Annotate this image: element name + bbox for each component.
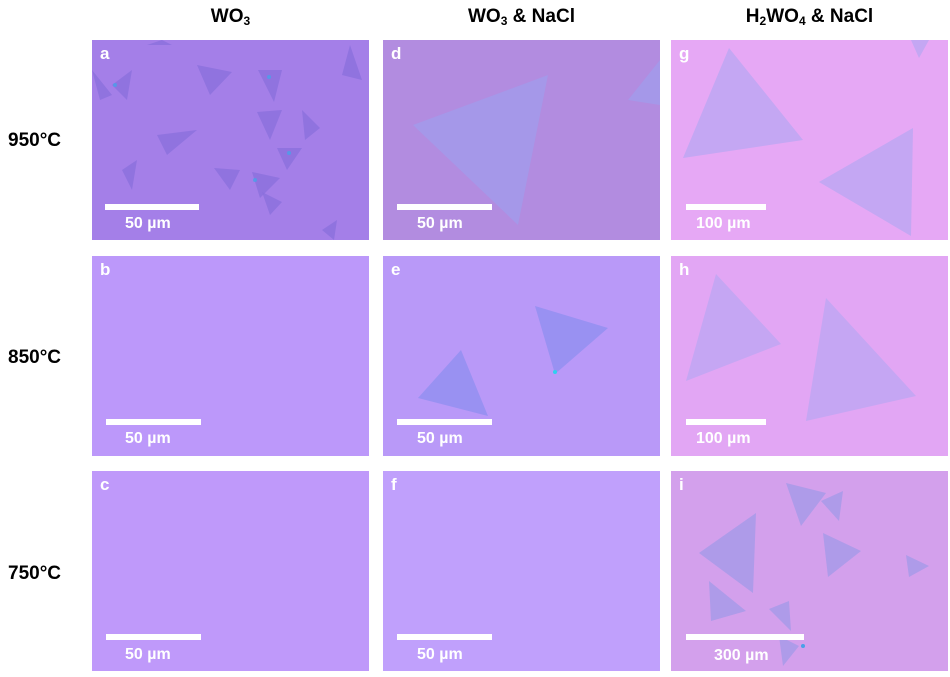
scale-bar-f: [397, 634, 492, 640]
scale-bar-e: [397, 419, 492, 425]
micrograph-image-b: [92, 256, 369, 456]
micrograph-image-a: [92, 40, 369, 240]
micrograph-image-e: [383, 256, 660, 456]
row-label-850: 850°C: [8, 347, 62, 368]
col2-subscript: 3: [500, 14, 508, 28]
scale-bar-h: [686, 419, 766, 425]
scale-bar-b: [106, 419, 201, 425]
scale-label-e: 50 µm: [417, 430, 463, 447]
scale-bar-c: [106, 634, 201, 640]
col3-mid: WO: [766, 6, 799, 27]
col2-rest: & NaCl: [507, 6, 575, 27]
col3-prefix: H: [745, 6, 760, 27]
panel-letter-h: h: [679, 260, 690, 279]
panel-letter-c: c: [100, 475, 110, 494]
scale-label-c: 50 µm: [125, 646, 171, 663]
scale-bar-a: [105, 204, 199, 210]
micrograph-image-i: [671, 471, 948, 671]
micrograph-image-f: [383, 471, 660, 671]
micrograph-panel-e: e 50 µm: [383, 256, 660, 456]
col2-formula: WO: [468, 6, 501, 27]
scale-label-a: 50 µm: [125, 215, 171, 232]
panel-letter-b: b: [100, 260, 111, 279]
col1-formula: WO: [210, 6, 244, 27]
micrograph-panel-i: i 300 µm: [671, 471, 948, 671]
micrograph-panel-g: g 100 µm: [671, 40, 948, 240]
scale-bar-g: [686, 204, 766, 210]
column-header-wo3-nacl: WO3 & NaCl: [383, 4, 660, 30]
panel-letter-f: f: [391, 475, 397, 494]
panel-letter-d: d: [391, 44, 402, 63]
row-label-750: 750°C: [8, 563, 62, 584]
panel-letter-g: g: [679, 44, 690, 63]
col3-rest: & NaCl: [805, 6, 874, 27]
panel-letter-i: i: [679, 475, 684, 494]
scale-label-f: 50 µm: [417, 646, 463, 663]
scale-label-b: 50 µm: [125, 430, 171, 447]
micrograph-image-c: [92, 471, 369, 671]
scale-label-g: 100 µm: [696, 215, 751, 232]
scale-bar-d: [397, 204, 492, 210]
micrograph-image-g: [671, 40, 948, 240]
col3-subscript-1: 2: [759, 14, 767, 28]
scale-label-i: 300 µm: [714, 647, 769, 664]
col1-subscript: 3: [243, 14, 251, 28]
column-header-wo3: WO3: [92, 4, 369, 30]
micrograph-panel-h: h 100 µm: [671, 256, 948, 456]
row-label-950: 950°C: [8, 130, 62, 151]
micrograph-panel-f: f 50 µm: [383, 471, 660, 671]
micrograph-panel-c: c 50 µm: [92, 471, 369, 671]
panel-letter-e: e: [391, 260, 401, 279]
micrograph-panel-b: b 50 µm: [92, 256, 369, 456]
col3-subscript-2: 4: [798, 14, 806, 28]
column-header-h2wo4-nacl: H2WO4 & NaCl: [671, 4, 948, 30]
scale-label-h: 100 µm: [696, 430, 751, 447]
micrograph-image-h: [671, 256, 948, 456]
scale-bar-i: [686, 634, 804, 640]
micrograph-panel-a: a 50 µm: [92, 40, 369, 240]
scale-label-d: 50 µm: [417, 215, 463, 232]
micrograph-panel-d: d 50 µm: [383, 40, 660, 240]
micrograph-image-d: [383, 40, 660, 240]
panel-letter-a: a: [100, 44, 110, 63]
